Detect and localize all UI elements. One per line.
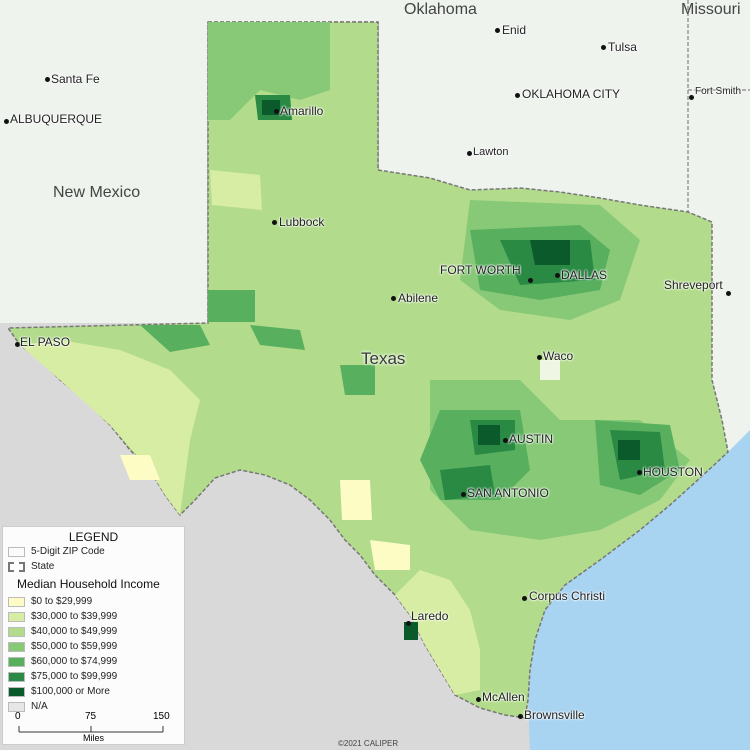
legend-row-state: State: [3, 559, 184, 574]
gulf-of-mexico: [528, 430, 750, 750]
legend-class-label: $60,000 to $74,999: [31, 656, 118, 667]
city-label-santa-fe: Santa Fe: [51, 72, 100, 86]
city-label-lubbock: Lubbock: [279, 215, 325, 229]
legend-class-swatch: [8, 611, 25, 622]
legend-class-row: $100,000 or More: [3, 684, 184, 699]
city-dot-dallas: [555, 273, 560, 278]
region-label-oklahoma: Oklahoma: [404, 1, 477, 18]
city-dot-shreveport: [726, 291, 731, 296]
legend-class-label: $50,000 to $59,999: [31, 641, 118, 652]
region-label-texas: Texas: [361, 349, 406, 368]
region-label-missouri: Missouri: [681, 1, 741, 18]
legend-zip-label: 5-Digit ZIP Code: [31, 546, 105, 557]
city-dot-corpus-christi: [522, 596, 527, 601]
city-label-el-paso: EL PASO: [20, 335, 71, 349]
legend-class-row: $50,000 to $59,999: [3, 639, 184, 654]
city-label-waco: Waco: [543, 349, 574, 363]
legend-class-swatch: [8, 626, 25, 637]
legend-row-zip: 5-Digit ZIP Code: [3, 544, 184, 559]
city-dot-abilene: [391, 296, 396, 301]
scale-bar: 0 75 150 Miles: [13, 711, 170, 743]
city-label-lawton: Lawton: [473, 146, 509, 158]
legend-class-label: $30,000 to $39,999: [31, 611, 118, 622]
city-dot-waco: [537, 355, 542, 360]
city-label-albuquerque: ALBUQUERQUE: [10, 112, 103, 126]
city-dot-laredo: [406, 621, 411, 626]
city-label-enid: Enid: [502, 23, 527, 37]
region-label-new-mexico: New Mexico: [53, 184, 141, 201]
legend-class-label: $75,000 to $99,999: [31, 671, 118, 682]
legend-class-label: $0 to $29,999: [31, 596, 93, 607]
legend-class-row: $30,000 to $39,999: [3, 609, 184, 624]
city-dot-houston: [637, 470, 642, 475]
city-dot-santa-fe: [45, 77, 50, 82]
scale-tick-label-75: 75: [85, 711, 97, 722]
city-label-brownsville: Brownsville: [524, 708, 585, 722]
city-label-oklahoma-city: OKLAHOMA CITY: [522, 87, 621, 101]
city-dot-fort-smith: [689, 95, 694, 100]
legend-class-row: $75,000 to $99,999: [3, 669, 184, 684]
legend-class-swatch: [8, 671, 25, 682]
city-label-laredo: Laredo: [411, 609, 449, 623]
city-dot-fort-worth: [528, 278, 533, 283]
city-dot-mcallen: [476, 697, 481, 702]
scale-tick-label-150: 150: [153, 711, 170, 722]
scale-tick-label-0: 0: [15, 711, 21, 722]
legend-class-row: $60,000 to $74,999: [3, 654, 184, 669]
legend-title: LEGEND: [68, 530, 119, 544]
city-label-austin: AUSTIN: [509, 432, 554, 446]
city-dot-enid: [495, 28, 500, 33]
city-label-fort-smith: Fort Smith: [695, 86, 742, 97]
state-swatch: [8, 561, 25, 572]
legend-classes: $0 to $29,999 $30,000 to $39,999 $40,000 t…: [3, 594, 184, 714]
legend-class-swatch: [8, 686, 25, 697]
city-label-tulsa: Tulsa: [608, 40, 637, 54]
legend-class-label: N/A: [31, 701, 48, 712]
city-label-dallas: DALLAS: [561, 268, 608, 282]
legend-class-swatch: [8, 656, 25, 667]
city-label-houston: HOUSTON: [643, 465, 703, 479]
city-dot-san-antonio: [461, 492, 466, 497]
legend-class-swatch: [8, 641, 25, 652]
legend-class-row: N/A: [3, 699, 184, 714]
city-label-corpus-christi: Corpus Christi: [529, 589, 606, 603]
city-dot-amarillo: [274, 109, 279, 114]
city-dot-lubbock: [272, 220, 277, 225]
city-label-shreveport: Shreveport: [664, 278, 723, 292]
legend-class-swatch: [8, 596, 25, 607]
legend-class-row: $40,000 to $49,999: [3, 624, 184, 639]
city-label-fort-worth: FORT WORTH: [440, 263, 521, 277]
city-dot-lawton: [467, 151, 472, 156]
legend-class-label: $100,000 or More: [31, 686, 110, 697]
louisiana-area: [712, 222, 750, 452]
city-label-mcallen: McAllen: [482, 690, 525, 704]
city-dot-brownsville: [518, 714, 523, 719]
zip-swatch: [8, 546, 25, 557]
scale-unit-label: Miles: [83, 733, 105, 743]
city-label-san-antonio: SAN ANTONIO: [467, 486, 549, 500]
legend-class-swatch: [8, 701, 25, 712]
legend-class-label: $40,000 to $49,999: [31, 626, 118, 637]
legend-class-row: $0 to $29,999: [3, 594, 184, 609]
map-legend: LEGEND 5-Digit ZIP Code State Median Hou…: [2, 526, 185, 745]
legend-state-label: State: [31, 561, 55, 572]
city-label-abilene: Abilene: [398, 291, 439, 305]
city-dot-oklahoma-city: [515, 93, 520, 98]
city-dot-austin: [503, 438, 508, 443]
legend-income-title: Median Household Income: [17, 577, 160, 591]
city-dot-tulsa: [601, 45, 606, 50]
city-dot-albuquerque: [4, 119, 9, 124]
scale-bar-line: [18, 726, 164, 733]
city-dot-el-paso: [15, 342, 20, 347]
neighbor-states-area: [0, 0, 750, 323]
city-label-amarillo: Amarillo: [280, 104, 324, 118]
copyright-text: ©2021 CALIPER: [338, 739, 399, 748]
